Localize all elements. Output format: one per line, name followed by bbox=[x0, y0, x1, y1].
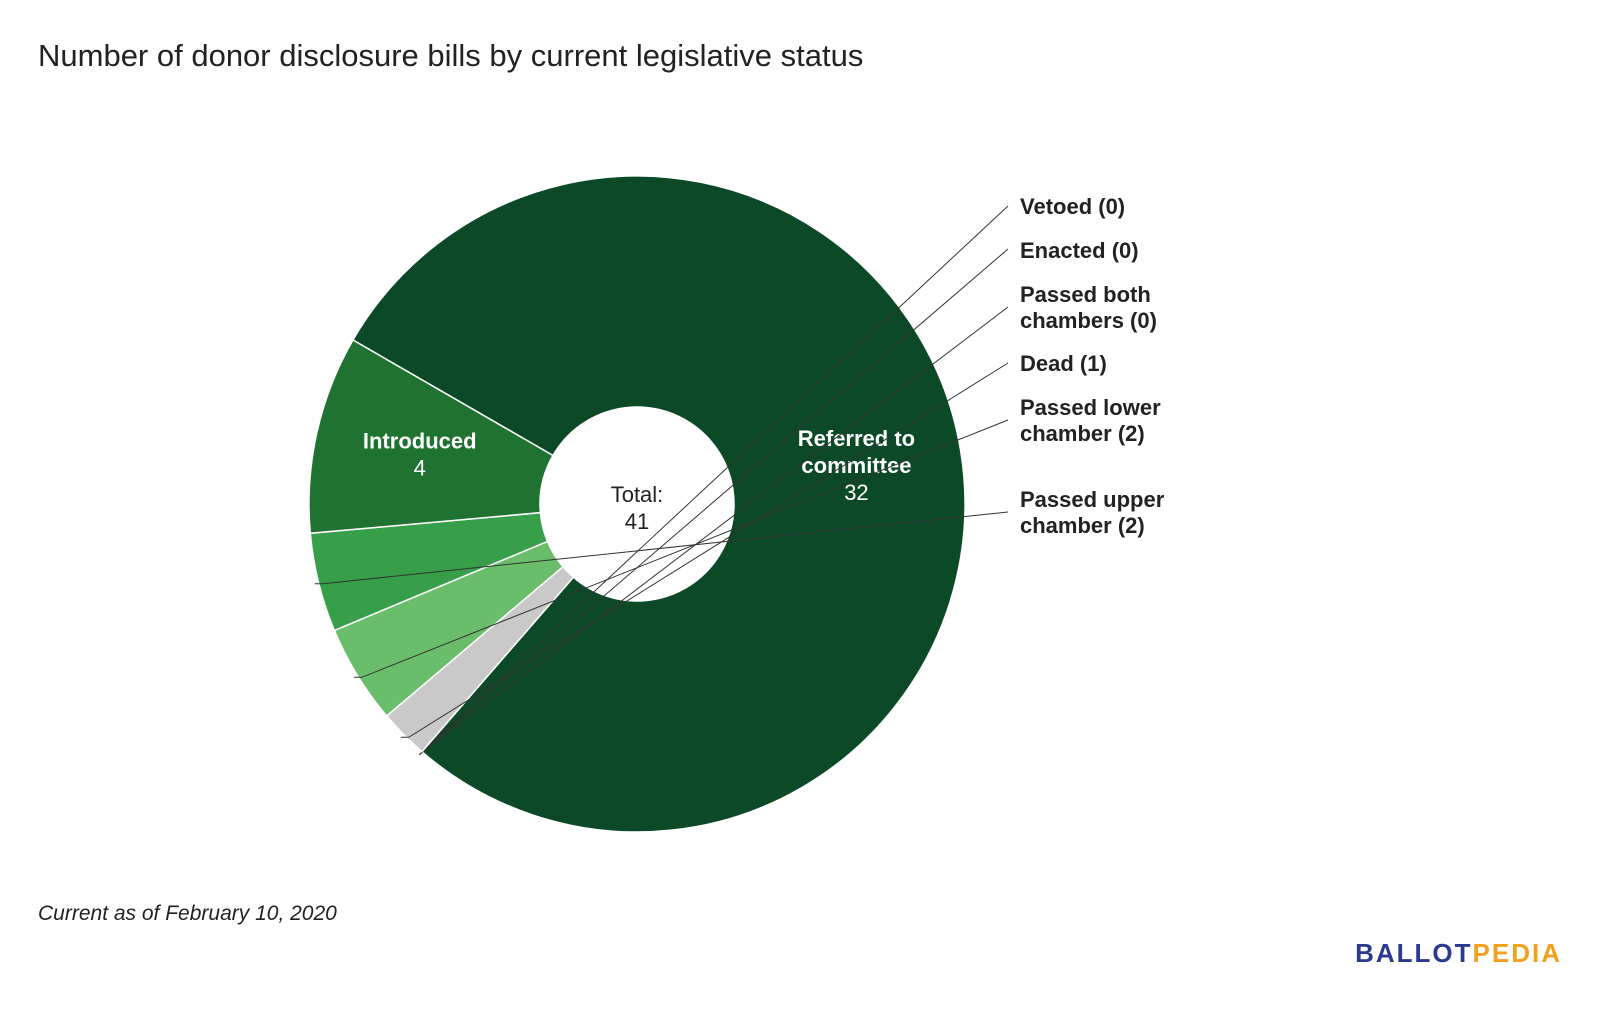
callout-label-passed-both-chambers: chambers (0) bbox=[1020, 308, 1157, 333]
callout-label-passed-lower-chamber: chamber (2) bbox=[1020, 421, 1145, 446]
slice-label-introduced: Introduced bbox=[363, 429, 477, 454]
total-value: 41 bbox=[625, 509, 649, 534]
callout-label-vetoed: Vetoed (0) bbox=[1020, 194, 1125, 219]
slice-label-referred-to-committee: committee bbox=[801, 453, 911, 478]
callout-label-passed-both-chambers: Passed both bbox=[1020, 282, 1151, 307]
callout-label-enacted: Enacted (0) bbox=[1020, 238, 1139, 263]
callout-label-dead: Dead (1) bbox=[1020, 351, 1107, 376]
logo-part-ballot: BALLOT bbox=[1355, 938, 1473, 968]
total-label: Total: bbox=[611, 482, 664, 507]
callout-line-enacted bbox=[418, 248, 1009, 756]
slice-value-introduced: 4 bbox=[414, 456, 426, 481]
logo-part-pedia: PEDIA bbox=[1472, 938, 1562, 968]
callout-label-passed-upper-chamber: Passed upper bbox=[1020, 487, 1165, 512]
callout-line-passed-upper-chamber bbox=[314, 511, 1009, 585]
callout-line-passed-lower-chamber bbox=[353, 419, 1009, 678]
callout-label-passed-lower-chamber: Passed lower bbox=[1020, 395, 1161, 420]
footnote: Current as of February 10, 2020 bbox=[38, 902, 337, 925]
callout-line-vetoed bbox=[418, 205, 1009, 756]
ballotpedia-logo: BALLOTPEDIA bbox=[1355, 938, 1562, 969]
chart-title: Number of donor disclosure bills by curr… bbox=[38, 38, 864, 73]
slice-value-referred-to-committee: 32 bbox=[844, 480, 868, 505]
callout-label-passed-upper-chamber: chamber (2) bbox=[1020, 513, 1145, 538]
callout-line-passed-both-chambers bbox=[418, 306, 1009, 756]
slice-introduced bbox=[308, 338, 555, 535]
callout-line-dead bbox=[400, 362, 1009, 738]
slice-label-referred-to-committee: Referred to bbox=[798, 426, 915, 451]
